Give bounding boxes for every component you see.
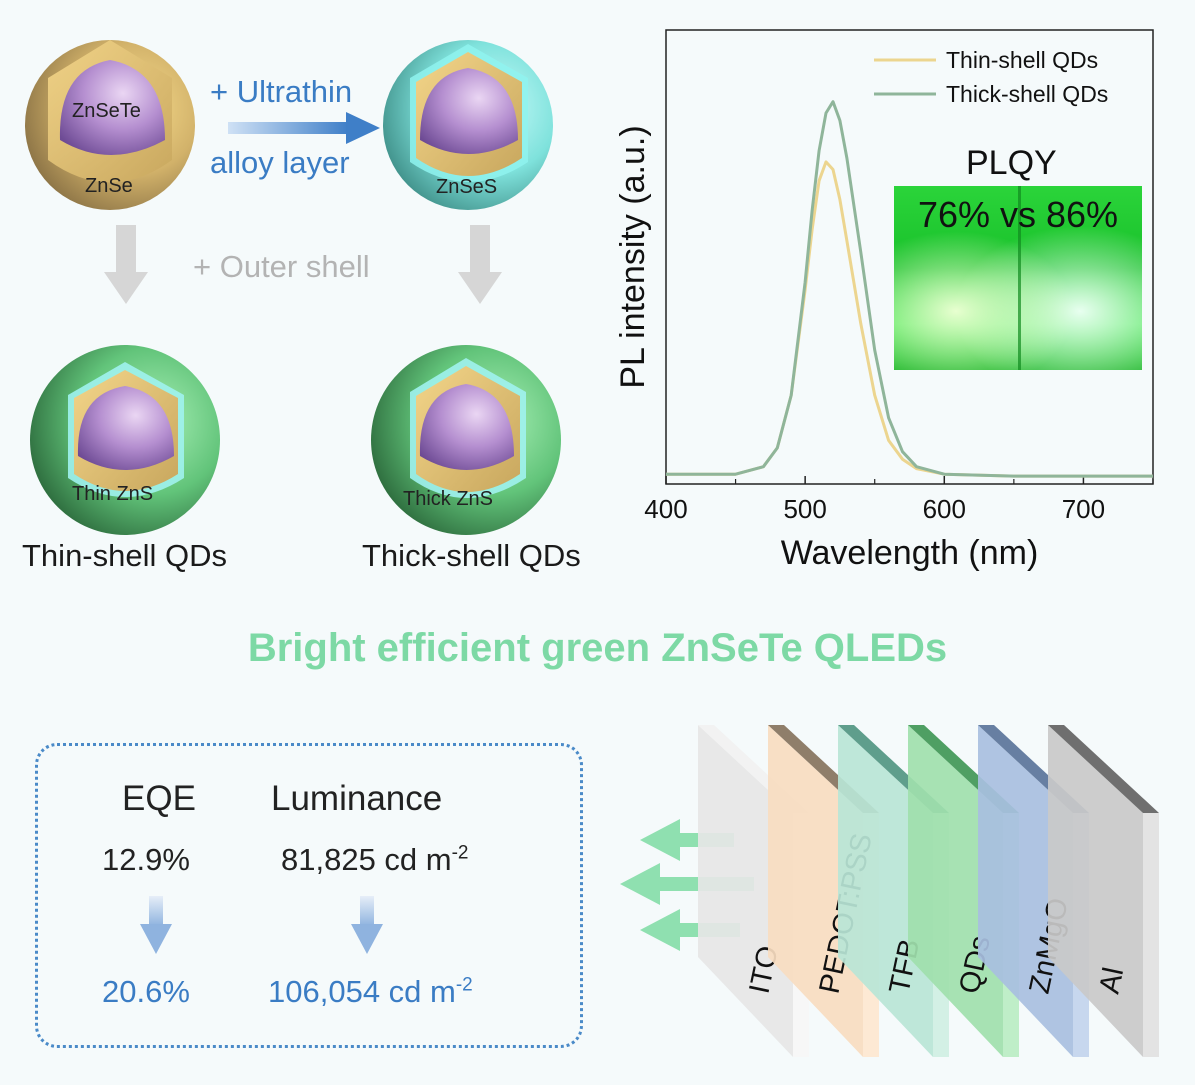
luminance-down-arrow	[351, 896, 383, 954]
core-label: ZnSeTe	[72, 100, 141, 122]
alloy-step-label-2: alloy layer	[210, 145, 350, 180]
znse-label: ZnSe	[85, 175, 133, 197]
sphere-thin-shell	[30, 345, 220, 535]
thin-zns-label: Thin ZnS	[72, 483, 154, 505]
outer-shell-label: + Outer shell	[193, 249, 370, 284]
x-tick-label-700: 700	[1062, 494, 1105, 524]
x-tick-label-600: 600	[923, 494, 966, 524]
sphere-alloy-layer	[383, 40, 553, 210]
metrics-box	[35, 743, 583, 1048]
eqe-label: EQE	[122, 779, 196, 818]
thin-shell-caption: Thin-shell QDs	[22, 538, 227, 573]
qd-schematic	[25, 40, 561, 535]
outer-shell-arrow-right	[458, 225, 502, 304]
pl-spectrum-chart: 400 500 600 700 Wavelength (nm) PL intensity …	[614, 29, 1154, 572]
thick-zns-label: Thick ZnS	[403, 488, 494, 510]
x-tick-label-500: 500	[783, 494, 826, 524]
legend-label-1: Thin-shell QDs	[946, 47, 1098, 73]
eqe-new-value: 20.6%	[102, 974, 190, 1009]
plqy-vial-photo: 76% vs 86%	[894, 186, 1142, 370]
alloy-step-label-1: + Ultrathin	[210, 74, 353, 109]
x-tick-label-400: 400	[644, 494, 687, 524]
device-stack: ITOPEDOT:PSSTFBQDsZnMgOAl	[620, 725, 1159, 1057]
layer-al: Al	[1048, 725, 1159, 1057]
eqe-old-value: 12.9%	[102, 842, 190, 877]
improvement-arrows	[140, 896, 383, 954]
sphere-znse-core	[25, 40, 195, 210]
luminance-new-value: 106,054 cd m-2	[268, 974, 473, 1009]
legend-label-2: Thick-shell QDs	[946, 81, 1108, 107]
headline: Bright efficient green ZnSeTe QLEDs	[247, 626, 948, 670]
eqe-down-arrow	[140, 896, 172, 954]
y-axis-label: PL intensity (a.u.)	[614, 125, 652, 388]
znses-label: ZnSeS	[436, 176, 498, 198]
thick-shell-caption: Thick-shell QDs	[362, 538, 581, 573]
x-axis-label: Wavelength (nm)	[781, 534, 1039, 572]
sphere-thick-shell	[371, 345, 561, 535]
luminance-old-value: 81,825 cd m-2	[281, 842, 469, 877]
series-line-2	[666, 100, 1153, 478]
alloy-step-arrow	[228, 112, 380, 144]
plqy-values: 76% vs 86%	[917, 194, 1119, 235]
plqy-title: PLQY	[966, 144, 1057, 182]
outer-shell-arrow-left	[104, 225, 148, 304]
luminance-label: Luminance	[271, 779, 443, 818]
plot-frame	[665, 29, 1154, 485]
